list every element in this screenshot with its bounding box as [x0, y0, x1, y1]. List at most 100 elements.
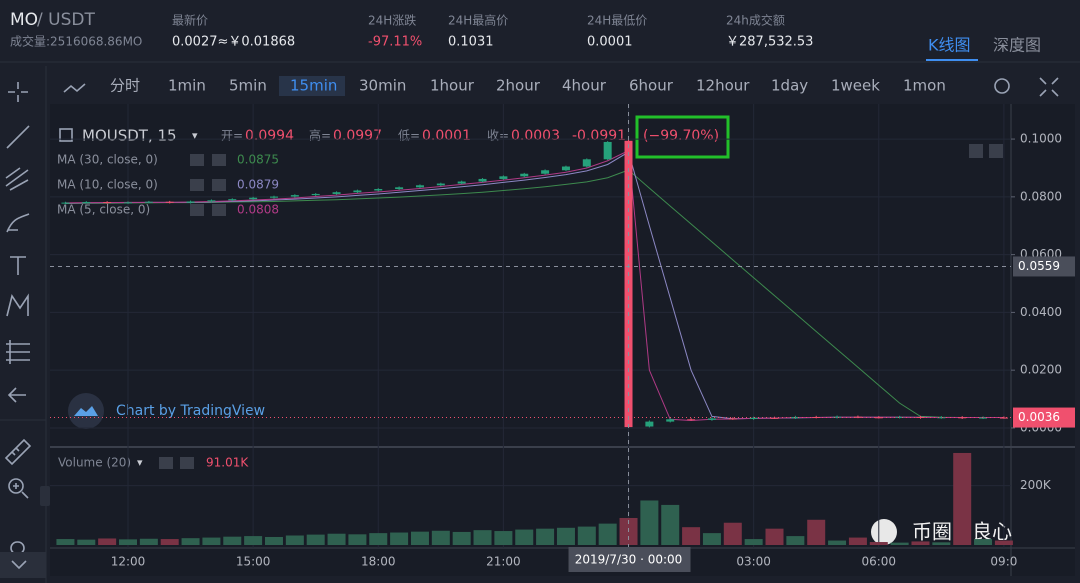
change: -0.0991: [572, 128, 626, 144]
ma-legend: MA (10, close, 0): [57, 178, 158, 192]
interval[interactable]: 30min: [359, 77, 406, 95]
fullscreen-button[interactable]: [1039, 77, 1059, 97]
stat-label: 24H最低价: [587, 14, 647, 28]
pattern-tool[interactable]: [6, 293, 29, 317]
volume-bar: [160, 539, 179, 545]
candle-body: [499, 176, 508, 179]
volume-bar: [410, 531, 429, 545]
candle-body: [520, 173, 529, 177]
volume-bar: [473, 530, 492, 545]
tab[interactable]: 深度图: [993, 36, 1041, 55]
volume-bar: [994, 540, 1013, 545]
interval[interactable]: 6hour: [629, 77, 674, 95]
crosshair-tool[interactable]: [8, 82, 28, 102]
candle-body: [749, 417, 758, 419]
volume-bar: [348, 534, 367, 545]
volume-bar: [118, 539, 137, 545]
volume-bar: [848, 537, 867, 545]
back-tool[interactable]: [7, 387, 26, 403]
forecast-tool[interactable]: [6, 340, 30, 364]
ohlc-value: 0.0001: [422, 128, 471, 144]
interval[interactable]: 2hour: [496, 77, 541, 95]
interval[interactable]: 5min: [229, 77, 267, 95]
close-icon[interactable]: [212, 204, 226, 216]
highlight-box: [635, 115, 730, 159]
volume-bar: [202, 537, 221, 545]
ma-line: [65, 149, 1004, 421]
interval[interactable]: 1week: [831, 77, 880, 95]
settings-button[interactable]: [994, 78, 1010, 94]
interval[interactable]: 1day: [771, 77, 808, 95]
candle-body: [707, 418, 716, 420]
settings-icon[interactable]: [190, 204, 204, 216]
ruler-tool[interactable]: [4, 438, 32, 466]
candle-body: [61, 202, 70, 204]
crosshair-time: 2019/7/30 · 00:00: [575, 553, 683, 567]
close-icon[interactable]: [212, 179, 226, 191]
interval[interactable]: 1hour: [430, 77, 475, 95]
interval[interactable]: 1mon: [903, 77, 946, 95]
text-tool[interactable]: [10, 256, 26, 275]
interval[interactable]: 4hour: [562, 77, 607, 95]
x-tick-label: 03:00: [736, 555, 771, 569]
volume-bar: [306, 534, 325, 545]
fib-tool[interactable]: [5, 167, 29, 191]
line-tool[interactable]: [6, 125, 30, 149]
volume-bar: [431, 530, 450, 545]
settings-icon[interactable]: [159, 457, 173, 469]
volume-bar: [327, 533, 346, 545]
scroll-button[interactable]: [969, 144, 983, 158]
scroll-button[interactable]: [989, 144, 1003, 158]
candle-body: [290, 195, 299, 197]
x-tick-label: 06:00: [861, 555, 896, 569]
candle-body: [812, 416, 821, 418]
stat-label: 最新价: [172, 13, 208, 28]
brush-tool[interactable]: [6, 213, 30, 233]
volume-bar: [640, 500, 659, 545]
volume-bar: [932, 542, 951, 545]
plot: 0.10000.08000.06000.04000.02000.0000200K…: [50, 104, 1075, 572]
close-icon[interactable]: [212, 154, 226, 166]
tab[interactable]: K线图: [928, 36, 971, 55]
volume-bar: [56, 539, 75, 545]
candle-body: [144, 201, 153, 203]
interval[interactable]: 1min: [168, 77, 206, 95]
settings-icon[interactable]: [190, 179, 204, 191]
candle-body: [395, 187, 404, 190]
more-arrow: [11, 560, 27, 570]
collapse-button[interactable]: [40, 486, 50, 506]
ohlc-value: 0.0997: [333, 128, 382, 144]
volume-bar: [890, 542, 909, 545]
volume-bar: [723, 522, 742, 545]
collapse-legend[interactable]: [59, 128, 73, 142]
volume-bar: [702, 533, 721, 545]
ma-legend: MA (30, close, 0): [57, 153, 158, 167]
interval[interactable]: 分时: [110, 77, 140, 95]
volume-bar: [786, 536, 805, 545]
x-tick-label: 09:0: [990, 555, 1017, 569]
dropdown[interactable]: ▾: [192, 129, 198, 142]
quote: / USDT: [37, 10, 95, 30]
y-tick-label: 200K: [1020, 478, 1052, 492]
volume-bar: [577, 526, 596, 545]
stat-value: 0.1031: [448, 35, 494, 50]
attribution[interactable]: Chart by TradingView: [116, 403, 265, 419]
ma-legend: MA (5, close, 0): [57, 203, 150, 217]
interval[interactable]: 12hour: [696, 77, 750, 95]
dropdown[interactable]: ▾: [137, 456, 143, 469]
volume-bar: [661, 504, 680, 545]
ohlc-label: 高=: [309, 128, 331, 143]
tv-logo: [68, 393, 104, 429]
symbol: MOUSDT, 15: [82, 127, 177, 145]
interval[interactable]: 15min: [290, 77, 337, 95]
line-style-button[interactable]: [63, 83, 86, 93]
ohlc-value: 0.0994: [245, 128, 294, 144]
volume-bar: [682, 527, 701, 545]
volume-bar: [536, 528, 555, 545]
settings-icon[interactable]: [190, 154, 204, 166]
close-icon[interactable]: [180, 457, 194, 469]
candle-body: [123, 202, 132, 204]
zoom-tool[interactable]: [8, 478, 29, 499]
volume-bar: [911, 541, 930, 545]
wechat-icon: [871, 519, 897, 545]
